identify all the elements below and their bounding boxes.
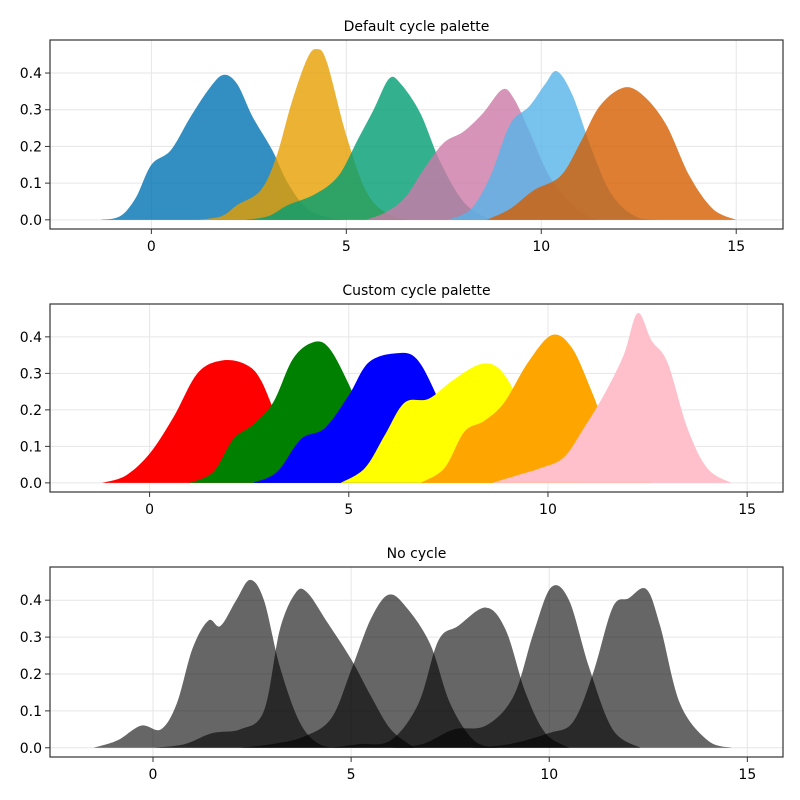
chart-panel-no-cycle: No cycle 0 5 10 15 0.0 0.1 0.2 0.3 0.4 (20, 546, 784, 783)
x-tick-label: 10 (532, 239, 550, 255)
axes-frame (49, 566, 784, 758)
y-tick-label: 0.4 (20, 330, 42, 346)
chart-title: Default cycle palette (344, 19, 490, 35)
y-tick-label: 0.3 (20, 630, 42, 646)
y-tick-label: 0.1 (20, 176, 42, 192)
chart-title: No cycle (387, 546, 447, 562)
y-tick-label: 0.3 (20, 103, 42, 119)
density-area-6 (492, 312, 732, 483)
y-tick-label: 0.2 (20, 667, 42, 683)
axes-frame (49, 39, 784, 230)
y-tick-label: 0.1 (20, 704, 42, 720)
x-tick-label: 15 (738, 767, 756, 783)
x-tick-label: 0 (147, 239, 156, 255)
x-tick-label: 5 (344, 502, 353, 518)
axes-frame (49, 303, 784, 493)
x-tick-label: 0 (149, 767, 158, 783)
y-tick-label: 0.1 (20, 439, 42, 455)
chart-panel-custom-cycle: Custom cycle palette 0 5 10 15 0.0 0.1 0.2 0.3 0.… (20, 283, 784, 518)
x-tick-label: 10 (540, 767, 558, 783)
y-tick-label: 0.2 (20, 139, 42, 155)
chart-panel-default-cycle: Default cycle palette 0 5 10 15 0.0 0.1 0.2 0.3 0… (20, 19, 784, 255)
y-tick-label: 0.3 (20, 366, 42, 382)
y-tick-label: 0.2 (20, 403, 42, 419)
density-area-5 (447, 70, 659, 220)
x-tick-label: 15 (727, 239, 745, 255)
density-area-5 (390, 585, 641, 748)
y-tick-label: 0.4 (20, 593, 42, 609)
density-area-6 (486, 87, 737, 220)
chart-title: Custom cycle palette (342, 283, 490, 299)
y-tick-label: 0.0 (20, 213, 42, 229)
x-tick-label: 15 (738, 502, 756, 518)
y-tick-label: 0.0 (20, 741, 42, 757)
density-area-6 (469, 588, 732, 748)
y-tick-label: 0.4 (20, 66, 42, 82)
x-tick-label: 5 (342, 239, 351, 255)
y-tick-label: 0.0 (20, 476, 42, 492)
x-tick-label: 5 (347, 767, 356, 783)
x-tick-label: 0 (145, 502, 154, 518)
x-tick-label: 10 (539, 502, 557, 518)
